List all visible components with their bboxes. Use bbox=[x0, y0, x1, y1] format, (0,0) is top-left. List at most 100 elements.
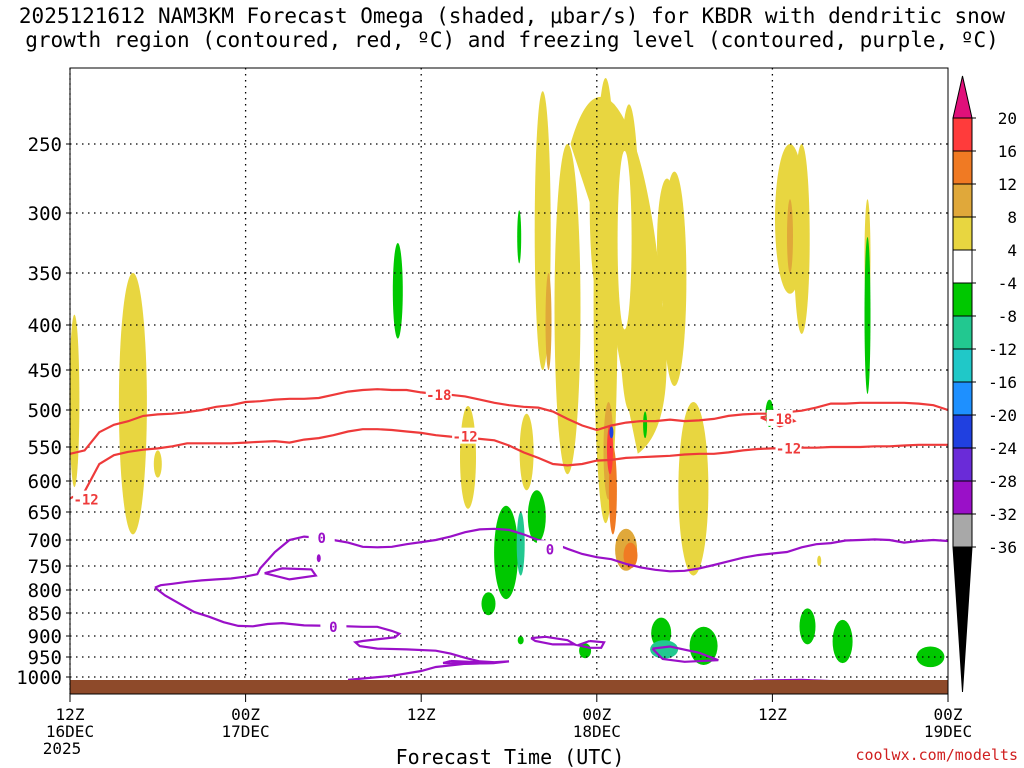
freezing-level-contour bbox=[154, 527, 949, 589]
omega-descent-area bbox=[864, 237, 871, 394]
colorbar-swatch bbox=[952, 447, 973, 482]
freezing-level-contour bbox=[154, 586, 510, 681]
y-tick-label: 600 bbox=[28, 471, 62, 493]
x-tick-label: 12Z bbox=[407, 705, 436, 724]
y-tick-label: 400 bbox=[28, 315, 62, 337]
dgz-minus12-label: -12 bbox=[73, 493, 98, 509]
omega-ascent-area bbox=[554, 144, 581, 475]
omega-strong-core-area bbox=[623, 542, 638, 569]
x-tick-label: 17DEC bbox=[222, 722, 270, 741]
omega-max-core-area bbox=[609, 426, 614, 439]
omega-descent-area bbox=[527, 490, 546, 543]
x-axis-label: Forecast Time (UTC) bbox=[396, 745, 625, 768]
colorbar-swatch bbox=[952, 282, 973, 317]
omega-ascent-area bbox=[793, 144, 810, 334]
dgz-minus12-label-bg bbox=[775, 439, 802, 456]
colorbar-label: -36 bbox=[988, 538, 1017, 557]
x-tick-label: 00Z bbox=[934, 705, 963, 724]
dgz-minus12-label-bg bbox=[452, 427, 479, 444]
x-tick-label: 19DEC bbox=[924, 722, 972, 741]
dgz-minus18-label-bg bbox=[766, 409, 793, 426]
y-tick-label: 950 bbox=[28, 647, 62, 669]
omega-ascent-area bbox=[678, 402, 709, 576]
omega-descent-area bbox=[799, 608, 816, 645]
freezing-level-contour bbox=[651, 645, 719, 663]
colorbar-label: 20 bbox=[998, 109, 1017, 128]
x-tick-label: 00Z bbox=[582, 705, 611, 724]
x-tick-label: 2025 bbox=[43, 739, 82, 758]
y-tick-label: 750 bbox=[28, 556, 62, 578]
dgz-minus12-contour bbox=[69, 428, 948, 500]
y-tick-label: 300 bbox=[28, 203, 62, 225]
colorbar-label: 8 bbox=[1007, 208, 1017, 227]
dgz-minus18-label: -18 bbox=[426, 388, 451, 404]
x-tick-label: 18DEC bbox=[573, 722, 621, 741]
colorbar-swatch bbox=[952, 414, 973, 449]
colorbar-label: -32 bbox=[988, 505, 1017, 524]
omega-descent-area bbox=[392, 242, 403, 339]
colorbar-swatch bbox=[952, 315, 973, 350]
y-tick-label: 550 bbox=[28, 437, 62, 459]
y-tick-label: 350 bbox=[28, 263, 62, 285]
freezing-level-label: 0 bbox=[329, 620, 337, 636]
colorbar-label: -12 bbox=[988, 340, 1017, 359]
grid-lines bbox=[69, 68, 948, 694]
y-tick-label: 250 bbox=[28, 134, 62, 156]
colorbar-swatch bbox=[952, 216, 973, 251]
colorbar-top-triangle bbox=[952, 75, 973, 119]
omega-descent-area bbox=[832, 619, 853, 664]
dgz-minus12-label-bg bbox=[73, 490, 100, 507]
freezing-level-label: 0 bbox=[546, 542, 554, 558]
y-tick-label: 500 bbox=[28, 400, 62, 422]
colorbar-label: 12 bbox=[998, 175, 1017, 194]
omega-descent-area bbox=[517, 210, 522, 264]
colorbar-swatch bbox=[952, 381, 973, 416]
y-tick-label: 700 bbox=[28, 530, 62, 552]
colorbar-swatch bbox=[952, 480, 973, 515]
omega-core-area bbox=[545, 273, 552, 370]
colorbar-swatch bbox=[952, 348, 973, 383]
omega-ascent-area bbox=[519, 413, 534, 491]
x-tick-label: 16DEC bbox=[46, 722, 94, 741]
chart-title-line1: 2025121612 NAM3KM Forecast Omega (shaded… bbox=[18, 4, 1006, 28]
omega-ascent-area bbox=[69, 314, 80, 488]
omega-ascent-area bbox=[817, 555, 822, 566]
colorbar-swatch bbox=[952, 117, 973, 152]
freezing-level-contour bbox=[264, 567, 318, 581]
y-tick-label: 1000 bbox=[16, 667, 62, 689]
y-tick-label: 650 bbox=[28, 502, 62, 524]
colorbar-label: 4 bbox=[1007, 241, 1017, 260]
ground-surface bbox=[70, 680, 948, 694]
omega-ascent-area bbox=[118, 273, 147, 535]
omega-strong-descent-area bbox=[516, 512, 525, 576]
colorbar-swatch bbox=[952, 513, 973, 548]
colorbar-bottom-triangle bbox=[952, 546, 973, 693]
y-tick-label: 450 bbox=[28, 360, 62, 382]
freezing-level-contour bbox=[573, 639, 606, 649]
omega-ascent-area bbox=[657, 178, 677, 310]
colorbar-label: -20 bbox=[988, 406, 1017, 425]
plot-frame bbox=[69, 67, 949, 695]
omega-descent-area bbox=[517, 636, 524, 645]
omega-neutral-area bbox=[617, 150, 632, 330]
freezing-level-label-bg bbox=[536, 540, 563, 557]
y-tick-label: 800 bbox=[28, 580, 62, 602]
omega-ascent-area bbox=[153, 450, 162, 478]
x-tick-label: 00Z bbox=[231, 705, 260, 724]
x-tick-label: 12Z bbox=[758, 705, 787, 724]
y-tick-label: 850 bbox=[28, 603, 62, 625]
dgz-minus18-contour bbox=[69, 388, 949, 455]
credit-link[interactable]: coolwx.com/modelts bbox=[855, 746, 1018, 764]
omega-ascent-area bbox=[460, 406, 476, 509]
dgz-minus12-label: -12 bbox=[776, 441, 801, 457]
dgz-minus12-label: -12 bbox=[452, 430, 477, 446]
freezing-level-contour bbox=[530, 635, 579, 646]
colorbar-swatch bbox=[952, 150, 973, 185]
freezing-level-contour bbox=[442, 659, 495, 665]
colorbar-label: -4 bbox=[998, 274, 1017, 293]
colorbar-label: 16 bbox=[998, 142, 1017, 161]
omega-descent-area bbox=[916, 646, 945, 668]
colorbar-label: -16 bbox=[988, 373, 1017, 392]
x-tick-label: 12Z bbox=[56, 705, 85, 724]
